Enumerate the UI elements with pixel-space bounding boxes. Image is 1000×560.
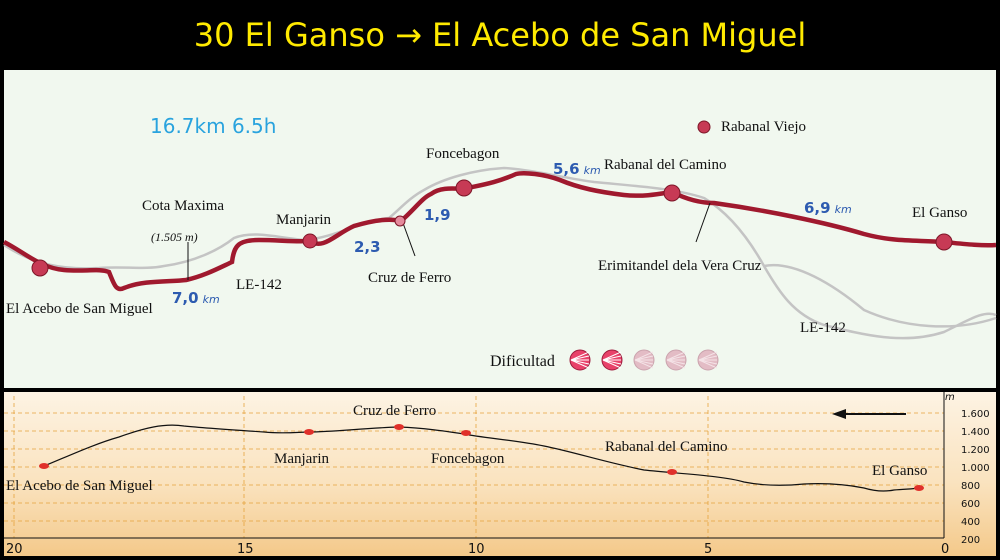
marker-rabanal <box>663 184 681 202</box>
y-tick-1200: 1.200 <box>961 445 990 456</box>
route-stats: 16.7km 6.5h <box>150 114 276 138</box>
profile-marker-manjarin <box>304 429 314 435</box>
label-cota: Cota Maxima <box>142 198 224 214</box>
profile-label-ganso: El Ganso <box>872 463 927 479</box>
profile-marker-acebo <box>39 463 49 469</box>
x-tick-15: 15 <box>237 542 254 557</box>
x-tick-0: 0 <box>941 542 949 557</box>
label-rabanal-viejo: Rabanal Viejo <box>721 119 806 135</box>
difficulty-shell-empty <box>665 349 687 371</box>
profile-label-cruz: Cruz de Ferro <box>353 403 436 419</box>
y-tick-1400: 1.400 <box>961 427 990 438</box>
profile-label-foncebagon: Foncebagon <box>431 451 505 467</box>
profile-marker-cruz <box>394 424 404 430</box>
distance-5-6: 5,6 km <box>553 160 601 178</box>
distance-1-9: 1,9 <box>424 206 451 224</box>
profile-label-rabanal: Rabanal del Camino <box>605 439 727 455</box>
profile-label-acebo: El Acebo de San Miguel <box>6 478 153 494</box>
profile-gridlines <box>4 412 944 522</box>
leader-cruz <box>402 222 416 257</box>
profile-label-manjarin: Manjarin <box>274 451 329 467</box>
x-tick-10: 10 <box>468 542 485 557</box>
y-tick-800: 800 <box>961 481 980 492</box>
elevation-curve <box>43 424 920 492</box>
label-cota-alt: (1.505 m) <box>151 230 198 244</box>
profile-marker-foncebagon <box>461 430 471 436</box>
x-tick-20: 20 <box>6 542 23 557</box>
difficulty-rating <box>569 349 719 371</box>
marker-acebo <box>31 259 49 277</box>
profile-unit: m <box>945 392 955 403</box>
route-line <box>2 171 997 292</box>
profile-vlines <box>13 396 709 538</box>
route-map: 16.7km 6.5h El Acebo de San Miguel Cota … <box>2 70 997 388</box>
distance-7-0: 7,0 km <box>172 289 220 307</box>
difficulty-shell-filled <box>601 349 623 371</box>
y-tick-1000: 1.000 <box>961 463 990 474</box>
profile-marker-ganso <box>914 485 924 491</box>
distance-2-3: 2,3 <box>354 238 381 256</box>
road-label-le142-b: LE-142 <box>800 320 846 336</box>
label-acebo: El Acebo de San Miguel <box>6 301 153 317</box>
marker-rabanal-viejo <box>697 120 711 134</box>
page-title: 30 El Ganso → El Acebo de San Miguel <box>193 16 807 54</box>
y-tick-600: 600 <box>961 499 980 510</box>
difficulty-label: Dificultad <box>490 353 555 370</box>
road-label-le142-a: LE-142 <box>236 277 282 293</box>
road-le142 <box>3 166 997 340</box>
profile-canvas: El Acebo de San Miguel Manjarin Cruz de … <box>4 392 990 557</box>
difficulty-shell-filled <box>569 349 591 371</box>
label-ganso: El Ganso <box>912 205 967 221</box>
leader-ermita <box>695 202 711 243</box>
marker-cruz <box>394 215 406 227</box>
y-tick-200: 200 <box>961 535 980 546</box>
profile-marker-rabanal <box>667 469 677 475</box>
marker-manjarin <box>302 233 318 249</box>
x-tick-5: 5 <box>704 542 712 557</box>
label-foncebagon: Foncebagon <box>426 146 500 162</box>
direction-arrow-head <box>832 409 846 419</box>
map-canvas: 16.7km 6.5h El Acebo de San Miguel Cota … <box>2 114 997 371</box>
marker-foncebagon <box>455 179 473 197</box>
marker-ganso <box>935 233 953 251</box>
label-manjarin: Manjarin <box>276 212 331 228</box>
elevation-profile: El Acebo de San Miguel Manjarin Cruz de … <box>4 392 996 557</box>
distance-6-9: 6,9 km <box>804 199 852 217</box>
label-rabanal: Rabanal del Camino <box>604 157 726 173</box>
road-le142-branch <box>763 263 997 328</box>
label-cruz: Cruz de Ferro <box>368 270 451 286</box>
difficulty-shell-empty <box>633 349 655 371</box>
y-tick-400: 400 <box>961 517 980 528</box>
label-ermita: Erimitandel dela Vera Cruz <box>598 258 762 274</box>
difficulty-shell-empty <box>697 349 719 371</box>
y-tick-1600: 1.600 <box>961 409 990 420</box>
